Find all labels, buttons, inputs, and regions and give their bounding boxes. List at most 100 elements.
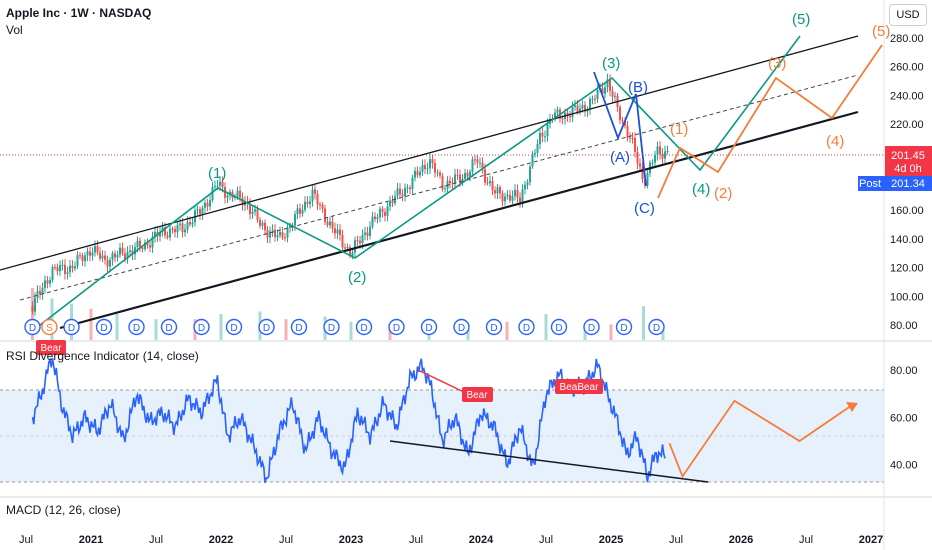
candle-body bbox=[271, 229, 274, 232]
candle-body bbox=[659, 146, 661, 154]
candle-body bbox=[174, 229, 176, 233]
time-axis[interactable]: Jul 2021 Jul 2022 Jul 2023 Jul 2024 Jul 2025 Jul 20… bbox=[19, 534, 883, 546]
teal-wave-label-3: (3) bbox=[602, 55, 620, 72]
candle-body bbox=[516, 189, 519, 198]
dividend-marker-ring bbox=[160, 318, 178, 336]
rsi-bear-tag-2: Bear bbox=[462, 387, 493, 402]
candle-body bbox=[259, 219, 261, 226]
candle-body bbox=[384, 211, 386, 216]
candle-body bbox=[404, 187, 406, 196]
candle-body bbox=[319, 204, 321, 206]
volume-legend[interactable]: Vol bbox=[6, 23, 23, 37]
candle-body bbox=[479, 162, 481, 164]
candle-body bbox=[66, 272, 69, 275]
rsi-pane-title[interactable]: RSI Divergence Indicator (14, close) bbox=[6, 349, 199, 363]
volume-bar bbox=[284, 319, 288, 340]
candle-body bbox=[239, 190, 241, 198]
price-axis-tick: 120.00 bbox=[890, 263, 924, 275]
candle-body bbox=[336, 229, 339, 234]
candle-body bbox=[396, 188, 399, 197]
candle-body bbox=[466, 173, 469, 177]
candle-body bbox=[454, 174, 456, 184]
candle-body bbox=[106, 259, 109, 267]
candle-body bbox=[521, 189, 524, 203]
candle-body bbox=[49, 280, 51, 284]
blue-wave-path bbox=[593, 71, 647, 187]
dividend-marker-ring bbox=[518, 318, 535, 336]
dividend-marker-label: D bbox=[133, 323, 140, 334]
candle-body bbox=[519, 197, 521, 203]
candle-body bbox=[594, 98, 596, 100]
candle-body bbox=[184, 229, 186, 233]
candle-body bbox=[511, 196, 514, 201]
candle-body bbox=[534, 152, 536, 155]
candle-body bbox=[44, 280, 46, 288]
candle-body bbox=[334, 228, 336, 234]
dividend-marker-label: D bbox=[360, 323, 367, 334]
candle-body bbox=[464, 173, 466, 179]
candle-body bbox=[314, 189, 316, 194]
candle-body bbox=[114, 253, 116, 258]
candle-body bbox=[219, 181, 221, 186]
candle-body bbox=[64, 264, 66, 275]
candle-body bbox=[164, 227, 166, 236]
dividend-marker-ring bbox=[290, 318, 308, 336]
candle-body bbox=[131, 250, 134, 255]
candle-body bbox=[524, 184, 526, 190]
candle-body bbox=[409, 187, 411, 190]
candle-body bbox=[576, 105, 579, 113]
candle-body bbox=[89, 251, 91, 256]
dividend-marker-ring bbox=[388, 318, 405, 336]
candle-body bbox=[344, 247, 346, 249]
candle-body bbox=[109, 260, 111, 267]
candle-body bbox=[481, 162, 484, 170]
candle-body bbox=[389, 200, 391, 207]
candle-body bbox=[571, 107, 574, 118]
time-axis-tick: 2022 bbox=[209, 534, 233, 546]
candle-body bbox=[256, 209, 259, 220]
dividend-marker-label: D bbox=[523, 323, 530, 334]
volume-bar bbox=[544, 314, 548, 340]
candle-body bbox=[69, 265, 71, 273]
blue-wave-labels: (A) (B) (C) bbox=[610, 79, 655, 217]
candle-body bbox=[134, 247, 136, 255]
candle-body bbox=[529, 166, 531, 183]
candle-body bbox=[304, 201, 306, 210]
candle-body bbox=[119, 247, 121, 255]
candle-body bbox=[619, 107, 621, 121]
candle-body bbox=[499, 187, 501, 194]
candle-body bbox=[84, 255, 86, 262]
teal-wave-label-5: (5) bbox=[792, 11, 810, 28]
dividend-marker-label: D bbox=[68, 323, 75, 334]
candle-body bbox=[494, 190, 496, 194]
candle-body bbox=[459, 174, 461, 183]
candle-body bbox=[299, 208, 301, 214]
candle-body bbox=[441, 175, 444, 190]
symbol-title[interactable]: Apple Inc · 1W · NASDAQ bbox=[6, 6, 152, 20]
candle-body bbox=[46, 280, 49, 284]
candle-body bbox=[421, 164, 424, 172]
dividend-marker-ring bbox=[323, 318, 340, 336]
candle-body bbox=[374, 216, 376, 220]
candle-body bbox=[136, 240, 139, 248]
dividend-marker-label: D bbox=[555, 323, 562, 334]
dividend-marker-ring bbox=[583, 318, 600, 336]
candle-body bbox=[611, 90, 614, 97]
currency-button[interactable]: USD bbox=[889, 4, 927, 26]
candle-body bbox=[436, 172, 439, 174]
channel-mid-line bbox=[19, 74, 859, 301]
candle-body bbox=[199, 209, 201, 215]
volume-bar bbox=[154, 319, 158, 340]
rsi-axis[interactable]: 80.00 60.00 40.00 bbox=[890, 365, 918, 472]
volume-bar bbox=[583, 324, 587, 340]
candle-body bbox=[281, 232, 284, 238]
time-axis-tick: 2026 bbox=[729, 534, 753, 546]
candle-body bbox=[456, 174, 459, 176]
candle-body bbox=[666, 151, 669, 153]
candle-body bbox=[631, 138, 634, 140]
macd-pane-title[interactable]: MACD (12, 26, close) bbox=[6, 503, 121, 517]
candle-body bbox=[99, 252, 101, 259]
candle-body bbox=[254, 209, 256, 212]
candle-body bbox=[371, 216, 374, 227]
